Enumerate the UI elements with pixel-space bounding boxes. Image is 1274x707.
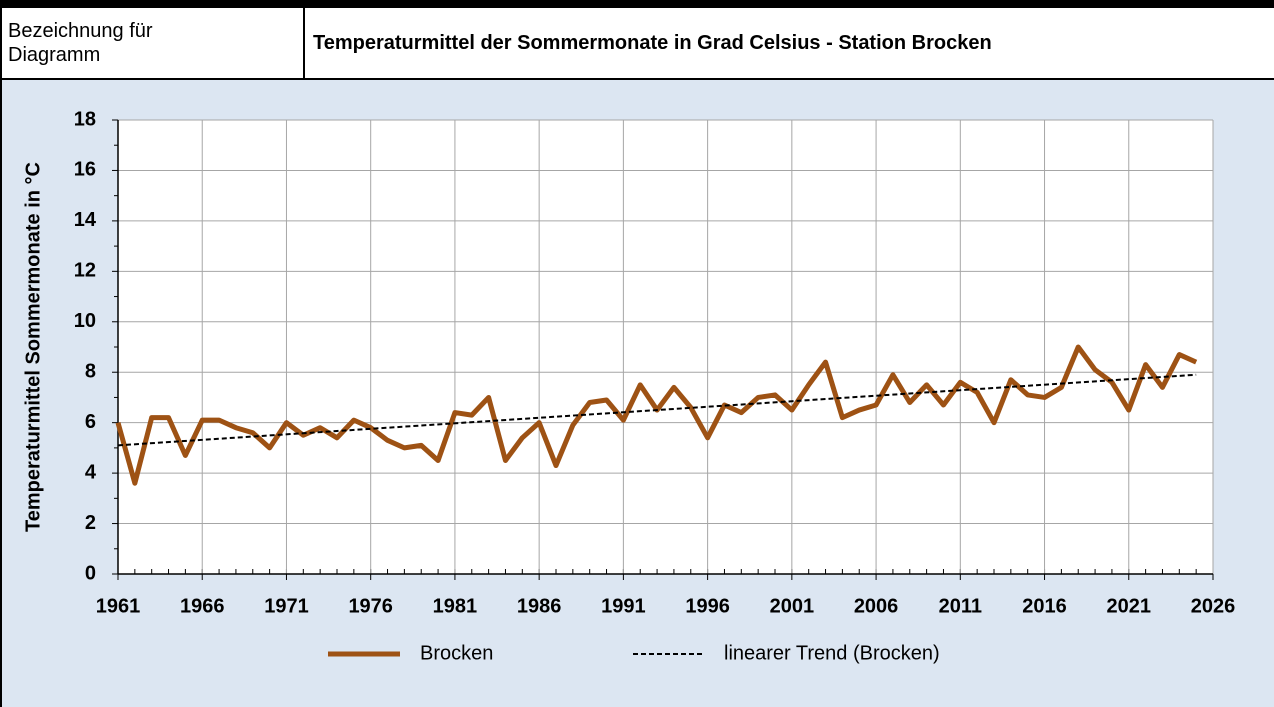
x-tick-label: 1981 xyxy=(433,595,478,617)
y-tick-label: 0 xyxy=(85,562,96,584)
x-tick-label: 1971 xyxy=(264,595,309,617)
y-axis-label: Temperaturmittel Sommermonate in °C xyxy=(22,162,44,532)
x-tick-label: 1996 xyxy=(685,595,730,617)
trend-line xyxy=(117,373,1197,447)
x-tick-label: 1961 xyxy=(96,595,141,617)
y-tick-label: 10 xyxy=(74,310,96,332)
y-tick-label: 16 xyxy=(74,159,96,181)
x-tick-label: 2006 xyxy=(854,595,899,617)
top-bar xyxy=(0,0,1274,8)
legend-label: Brocken xyxy=(420,642,493,664)
x-tick-label: 2016 xyxy=(1022,595,1067,617)
x-tick-label: 2021 xyxy=(1107,595,1152,617)
x-tick-label: 1976 xyxy=(348,595,393,617)
title-cell: Temperaturmittel der Sommermonate in Gra… xyxy=(305,8,1274,80)
x-tick-label: 2026 xyxy=(1191,595,1236,617)
label-cell: Bezeichnung für Diagramm xyxy=(0,8,305,80)
chart: 0 2 4 6 8 10 12 14 16 18 1961 1966 1971 1976 1981 1986 1… xyxy=(0,80,1274,707)
x-tick-label: 1991 xyxy=(601,595,646,617)
x-tick-label: 1986 xyxy=(517,595,562,617)
y-tick-label: 12 xyxy=(74,260,96,282)
x-tick-label: 1966 xyxy=(180,595,225,617)
legend-label: linearer Trend (Brocken) xyxy=(724,642,940,664)
x-tick-label: 2001 xyxy=(770,595,815,617)
x-tick-label: 2011 xyxy=(939,595,982,617)
y-tick-label: 8 xyxy=(85,361,96,383)
chart-title: Temperaturmittel der Sommermonate in Gra… xyxy=(313,31,992,54)
y-tick-label: 4 xyxy=(85,461,97,483)
y-tick-label: 18 xyxy=(74,108,96,130)
y-tick-label: 2 xyxy=(85,512,96,534)
plot-area xyxy=(118,120,1213,574)
y-tick-label: 14 xyxy=(74,209,97,231)
y-tick-label: 6 xyxy=(85,411,96,433)
label-text: Bezeichnung für Diagramm xyxy=(8,20,153,66)
